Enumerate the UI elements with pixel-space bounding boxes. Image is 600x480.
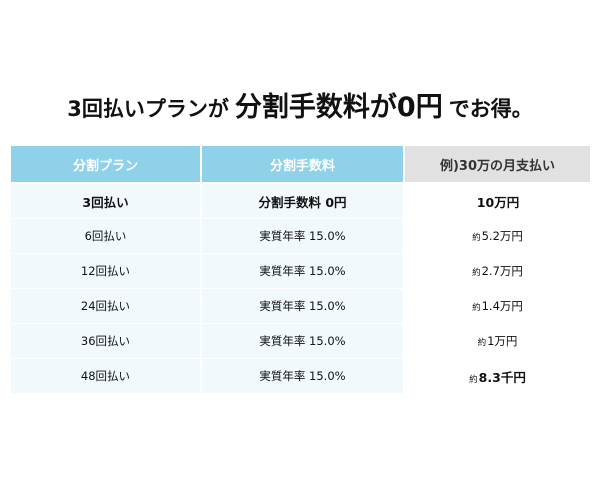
table-header-row: 分割プラン 分割手数料 例)30万の月支払い <box>11 146 590 182</box>
payment-value: 5.2万円 <box>481 229 523 243</box>
fee-cell: 実質年率 15.0% <box>202 219 403 253</box>
headline-part-3: でお得。 <box>448 97 533 121</box>
fee-cell: 実質年率 15.0% <box>202 324 403 358</box>
table-row: 24回払い 実質年率 15.0% 約 1.4万円 <box>11 289 590 323</box>
plan-cell: 12回払い <box>11 254 200 288</box>
header-plan: 分割プラン <box>11 146 200 182</box>
table-row: 6回払い 実質年率 15.0% 約 5.2万円 <box>11 219 590 253</box>
plan-cell: 36回払い <box>11 324 200 358</box>
headline: 3回払いプランが 分割手数料が0円 でお得。 <box>0 88 600 131</box>
headline-emphasis: 分割手数料が0円 <box>234 92 443 123</box>
fee-cell: 実質年率 15.0% <box>202 289 403 323</box>
payment-cell: 10万円 <box>405 184 590 218</box>
payment-cell: 約 1万円 <box>405 324 590 358</box>
fee-cell: 分割手数料 0円 <box>202 184 403 218</box>
table-row: 12回払い 実質年率 15.0% 約 2.7万円 <box>11 254 590 288</box>
headline-part-1: 3回払いプランが <box>67 97 229 121</box>
fee-cell: 実質年率 15.0% <box>202 359 403 393</box>
fee-cell: 実質年率 15.0% <box>202 254 403 288</box>
payment-value: 8.3千円 <box>478 369 526 385</box>
approx-prefix: 約 <box>469 374 478 385</box>
payment-value: 10万円 <box>476 194 520 210</box>
plan-cell: 3回払い <box>11 184 200 218</box>
approx-prefix: 約 <box>472 268 481 278</box>
payment-cell: 約 2.7万円 <box>405 254 590 288</box>
plan-cell: 6回払い <box>11 219 200 253</box>
approx-prefix: 約 <box>472 233 481 243</box>
approx-prefix: 約 <box>477 338 487 348</box>
plan-cell: 24回払い <box>11 289 200 323</box>
payment-cell: 約 1.4万円 <box>405 289 590 323</box>
approx-prefix: 約 <box>472 303 481 313</box>
header-monthly-payment: 例)30万の月支払い <box>405 146 590 182</box>
payment-value: 1.4万円 <box>481 299 523 313</box>
payment-cell: 約 5.2万円 <box>405 219 590 253</box>
table-row: 3回払い 分割手数料 0円 10万円 <box>11 184 590 218</box>
plan-cell: 48回払い <box>11 359 200 393</box>
table-row: 48回払い 実質年率 15.0% 約 8.3千円 <box>11 359 590 393</box>
table-row: 36回払い 実質年率 15.0% 約 1万円 <box>11 324 590 358</box>
payment-value: 1万円 <box>487 334 518 348</box>
installment-table: 分割プラン 分割手数料 例)30万の月支払い 3回払い 分割手数料 0円 10万… <box>11 146 590 394</box>
payment-cell: 約 8.3千円 <box>405 359 590 393</box>
header-fee: 分割手数料 <box>202 146 403 182</box>
payment-value: 2.7万円 <box>481 264 523 278</box>
